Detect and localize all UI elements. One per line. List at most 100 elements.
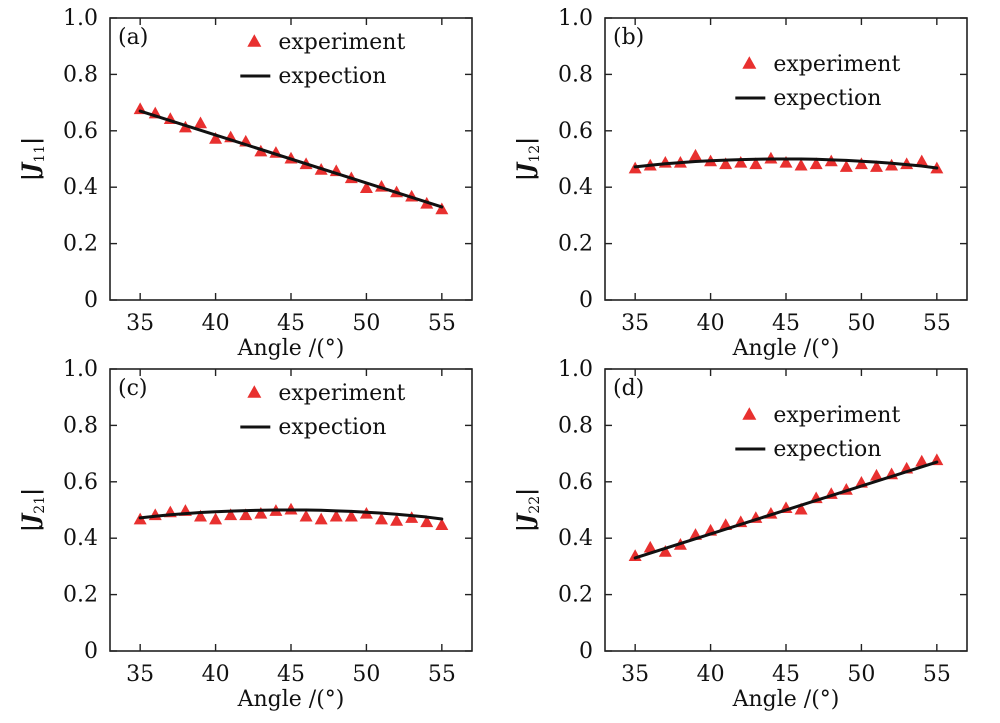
data-point-experiment xyxy=(689,148,702,161)
y-tick-label: 1.0 xyxy=(63,6,98,31)
x-axis-title: Angle /(°) xyxy=(732,336,840,361)
y-tick-label: 0.2 xyxy=(63,583,98,608)
y-axis-title-subscript: 22 xyxy=(527,496,543,514)
legend-marker-experiment xyxy=(247,385,262,398)
y-axis-title: |J11| xyxy=(18,137,48,181)
series-line-expection xyxy=(138,109,444,209)
x-tick-label: 35 xyxy=(126,311,154,336)
y-axis-title-main: |J xyxy=(18,161,44,181)
legend-label-expection: expection xyxy=(773,86,881,111)
chart-panel-2: 0 0.2 0.4 0.6 0.8 1.0 35 40 45 50 55 Angle /(°) |J12… xyxy=(513,6,968,361)
data-point-experiment xyxy=(209,512,223,525)
y-tick-label: 0.8 xyxy=(558,62,593,87)
y-tick-label: 0 xyxy=(579,639,593,664)
chart-panel-4: 0 0.2 0.4 0.6 0.8 1.0 35 40 45 50 55 Angle /(°) |J22… xyxy=(513,357,968,712)
y-tick-label: 1.0 xyxy=(558,6,593,31)
x-tick-label: 40 xyxy=(202,662,230,687)
y-tick-label: 1.0 xyxy=(558,357,593,382)
x-tick-label: 40 xyxy=(697,662,725,687)
legend-label-expection: expection xyxy=(278,415,386,440)
data-point-experiment xyxy=(194,509,207,522)
x-tick-label: 45 xyxy=(772,311,800,336)
y-axis-title-main: |J xyxy=(18,512,44,532)
y-tick-label: 0.8 xyxy=(63,413,98,438)
y-tick-label: 0.4 xyxy=(63,175,98,200)
y-tick-label: 0 xyxy=(84,288,98,313)
legend-marker-experiment xyxy=(247,34,262,47)
data-point-experiment xyxy=(239,508,253,521)
panel-label: (d) xyxy=(613,376,644,401)
data-point-experiment xyxy=(329,509,343,522)
legend-label-expection: expection xyxy=(278,64,386,89)
data-point-experiment xyxy=(658,155,672,168)
y-tick-label: 0.4 xyxy=(558,175,593,200)
data-point-experiment xyxy=(794,158,808,171)
y-axis-title-end: | xyxy=(18,137,44,145)
data-point-experiment xyxy=(435,518,449,530)
x-tick-label: 40 xyxy=(202,311,230,336)
series-line-expection xyxy=(633,157,939,170)
x-tick-label: 35 xyxy=(126,662,154,687)
y-tick-label: 1.0 xyxy=(63,357,98,382)
data-point-experiment xyxy=(314,512,328,525)
data-point-experiment xyxy=(299,509,313,522)
y-tick-label: 0.6 xyxy=(558,470,593,495)
x-tick-label: 55 xyxy=(923,662,951,687)
x-tick-label: 50 xyxy=(352,311,380,336)
y-tick-label: 0.2 xyxy=(558,232,593,257)
x-tick-label: 45 xyxy=(772,662,800,687)
x-tick-label: 40 xyxy=(697,311,725,336)
data-point-experiment xyxy=(794,502,808,515)
panel-label: (b) xyxy=(613,25,644,50)
series-line-expection xyxy=(138,508,444,521)
x-tick-label: 50 xyxy=(847,662,875,687)
data-point-experiment xyxy=(390,514,404,526)
data-point-experiment xyxy=(839,160,853,172)
data-point-experiment xyxy=(779,155,793,168)
y-axis-title: |J21| xyxy=(18,488,48,532)
data-point-experiment xyxy=(420,515,434,528)
data-point-experiment xyxy=(854,157,868,170)
data-point-experiment xyxy=(254,506,268,519)
series-line-expection xyxy=(633,460,939,560)
x-tick-label: 45 xyxy=(277,662,305,687)
data-point-experiment xyxy=(719,157,733,170)
data-point-experiment xyxy=(870,468,883,481)
x-tick-label: 50 xyxy=(847,311,875,336)
legend-label-experiment: experiment xyxy=(773,52,900,77)
y-axis-title-subscript: 11 xyxy=(32,145,48,163)
x-axis-title: Angle /(°) xyxy=(237,687,345,712)
y-axis-title-main: |J xyxy=(513,512,539,532)
data-point-experiment xyxy=(643,540,657,553)
y-axis-title-subscript: 21 xyxy=(32,496,48,514)
y-tick-label: 0.4 xyxy=(558,526,593,551)
x-tick-label: 55 xyxy=(923,311,951,336)
x-tick-label: 55 xyxy=(428,311,456,336)
data-point-experiment xyxy=(375,512,388,525)
panel-label: (c) xyxy=(118,376,148,401)
y-axis-title-end: | xyxy=(513,137,539,145)
y-tick-label: 0.6 xyxy=(63,119,98,144)
legend-label-expection: expection xyxy=(773,437,881,462)
y-axis-title-end: | xyxy=(18,488,44,496)
x-axis-title: Angle /(°) xyxy=(732,687,840,712)
legend-label-experiment: experiment xyxy=(278,381,405,406)
legend-marker-experiment xyxy=(742,56,757,69)
data-point-experiment xyxy=(870,160,883,172)
legend-label-experiment: experiment xyxy=(773,403,900,428)
panel-label: (a) xyxy=(118,25,148,50)
y-tick-label: 0.8 xyxy=(63,62,98,87)
x-tick-label: 35 xyxy=(621,662,649,687)
x-tick-label: 55 xyxy=(428,662,456,687)
y-axis-title-end: | xyxy=(513,488,539,496)
y-tick-label: 0.2 xyxy=(63,232,98,257)
y-tick-label: 0.8 xyxy=(558,413,593,438)
x-tick-label: 35 xyxy=(621,311,649,336)
y-tick-label: 0 xyxy=(579,288,593,313)
data-point-experiment xyxy=(749,157,763,170)
y-axis-title: |J12| xyxy=(513,137,543,181)
y-tick-label: 0.4 xyxy=(63,526,98,551)
y-tick-label: 0.6 xyxy=(63,470,98,495)
data-point-experiment xyxy=(915,454,929,467)
